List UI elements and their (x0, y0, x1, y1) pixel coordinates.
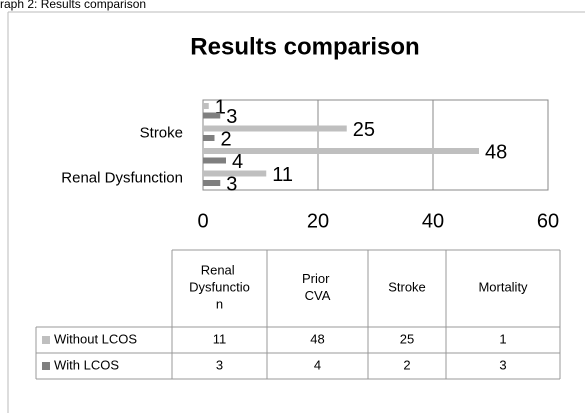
bar (203, 112, 221, 119)
table-cell: 3 (216, 357, 223, 372)
data-label: 3 (226, 173, 237, 195)
caption: raph 2: Results comparison (0, 0, 146, 11)
data-label: 48 (485, 141, 507, 163)
x-tick-label: 20 (307, 210, 329, 232)
table-cell: 11 (213, 331, 227, 346)
legend-key (42, 362, 50, 370)
table-header: Mortality (478, 280, 528, 295)
table-header: Prior CVA (302, 271, 333, 303)
table-cell: 48 (310, 331, 324, 346)
bar (203, 180, 221, 186)
bar (203, 148, 479, 154)
table-cell: 4 (314, 357, 321, 372)
x-tick-label: 0 (197, 210, 208, 232)
y-tick-label: Renal Dysfunction (61, 170, 183, 187)
x-tick-label: 60 (537, 210, 559, 232)
bar (203, 135, 215, 141)
table-cell: 3 (499, 357, 506, 372)
table-cell: 1 (499, 331, 506, 346)
data-label: 11 (272, 164, 293, 186)
table-header: Stroke (388, 280, 426, 295)
data-label: 3 (226, 106, 237, 128)
table-cell: 25 (400, 331, 414, 346)
bar (203, 125, 347, 132)
data-label: 2 (221, 128, 232, 150)
table-cell: 2 (403, 357, 410, 372)
bar (203, 170, 267, 177)
y-tick-label: Stroke (140, 125, 183, 142)
plot-border (202, 99, 549, 191)
bar (203, 157, 226, 164)
x-tick-label: 40 (422, 210, 444, 232)
data-label: 25 (353, 119, 375, 141)
legend-label: Without LCOS (54, 331, 137, 346)
chart-title: Results comparison (190, 33, 419, 60)
data-label: 4 (232, 151, 243, 173)
table-header: Renal Dysfunctio n (189, 263, 250, 312)
bar (203, 103, 209, 109)
legend-label: With LCOS (54, 357, 119, 372)
data-label: 1 (215, 96, 226, 118)
legend-key (42, 336, 50, 344)
